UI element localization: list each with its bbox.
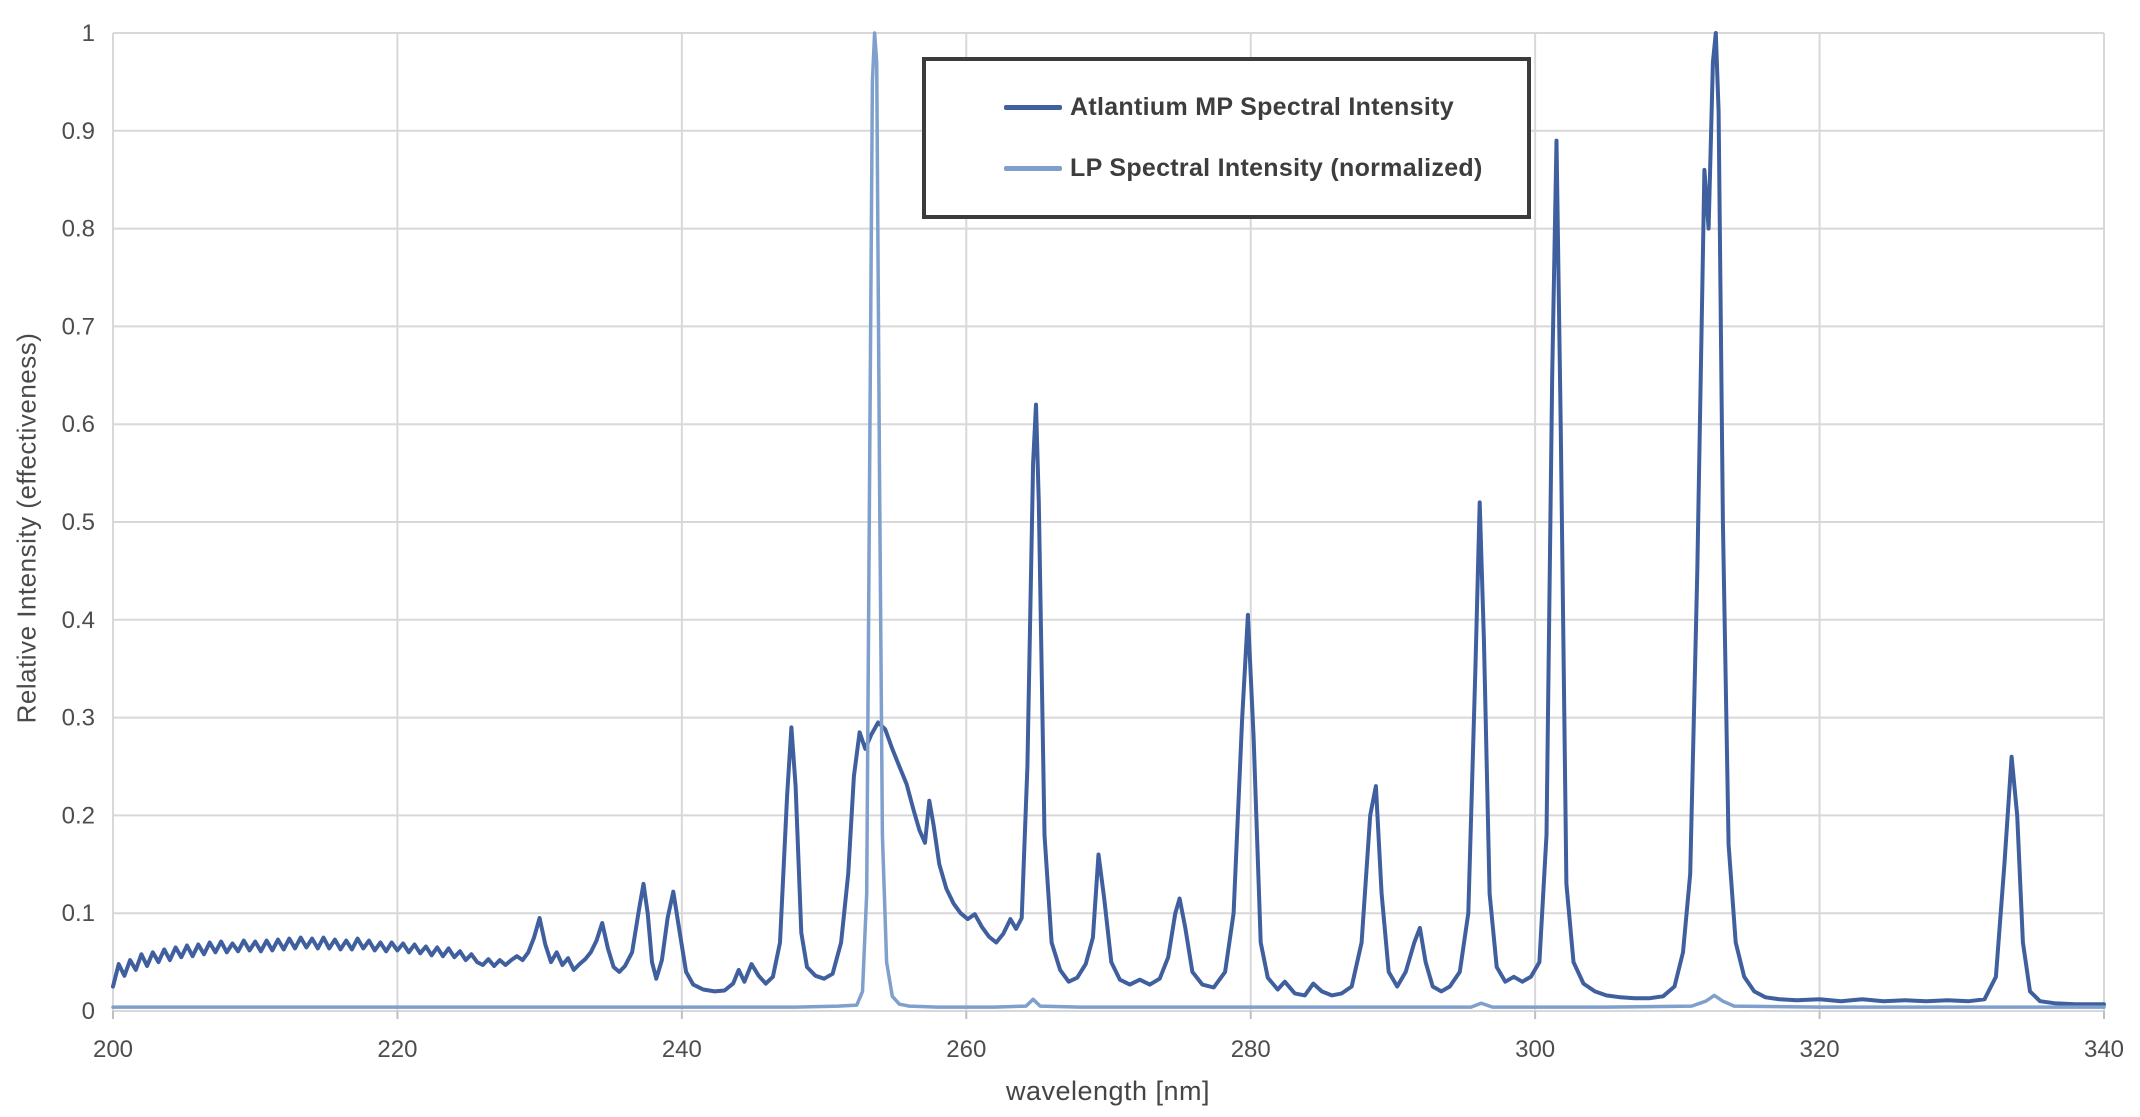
y-tick-label: 0.2 — [62, 802, 95, 829]
y-tick-label: 1 — [82, 20, 95, 47]
mp-line-swatch — [1004, 105, 1062, 110]
y-tick-label: 0.5 — [62, 509, 95, 536]
y-tick-label: 0.8 — [62, 216, 95, 243]
legend: Atlantium MP Spectral Intensity LP Spect… — [922, 57, 1531, 219]
lp-line-swatch — [1004, 166, 1062, 171]
legend-item-mp: Atlantium MP Spectral Intensity — [1004, 93, 1454, 122]
legend-item-lp: LP Spectral Intensity (normalized) — [1004, 154, 1483, 183]
y-tick-label: 0.1 — [62, 900, 95, 927]
x-tick-label: 200 — [93, 1036, 133, 1063]
y-tick-label: 0.9 — [62, 118, 95, 145]
y-tick-label: 0 — [82, 998, 95, 1025]
y-tick-label: 0.6 — [62, 411, 95, 438]
x-axis-title: wavelength [nm] — [1005, 1076, 1211, 1106]
y-tick-label: 0.3 — [62, 705, 95, 732]
y-tick-label: 0.7 — [62, 313, 95, 340]
x-tick-label: 280 — [1231, 1036, 1271, 1063]
legend-label-lp: LP Spectral Intensity (normalized) — [1070, 154, 1483, 182]
x-tick-label: 240 — [662, 1036, 702, 1063]
x-tick-label: 300 — [1515, 1036, 1555, 1063]
x-tick-label: 320 — [1800, 1036, 1840, 1063]
mp-series-line — [111, 31, 2106, 1007]
lp-series-line — [111, 31, 2106, 1009]
legend-label-mp: Atlantium MP Spectral Intensity — [1070, 93, 1454, 121]
x-tick-label: 260 — [946, 1036, 986, 1063]
y-tick-label: 0.4 — [62, 607, 95, 634]
x-tick-label: 220 — [377, 1036, 417, 1063]
y-axis-title: Relative Intensity (effectiveness) — [11, 332, 42, 724]
x-tick-label: 340 — [2084, 1036, 2124, 1063]
